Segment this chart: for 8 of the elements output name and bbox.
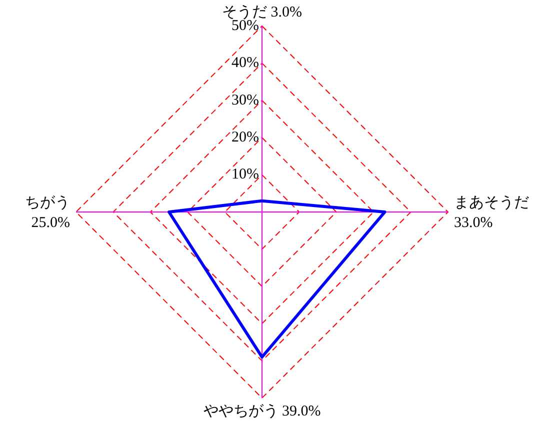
spoke-label: ややちがう 39.0% [203, 403, 321, 420]
spoke-label: ちがう 25.0% [25, 194, 70, 231]
spoke-label: まあそうだ 33.0% [454, 194, 529, 231]
y-tick-label: 10% [232, 166, 259, 183]
y-tick-label: 40% [232, 55, 259, 72]
spoke-label: そうだ 3.0% [222, 4, 302, 20]
y-tick-label: 30% [232, 92, 259, 108]
y-tick-label: 20% [232, 130, 259, 146]
